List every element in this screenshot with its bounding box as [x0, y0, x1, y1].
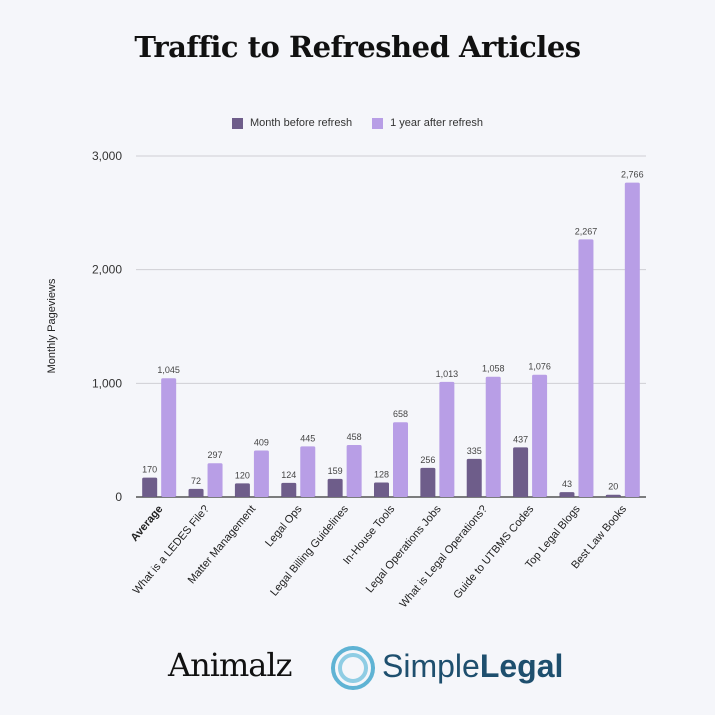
bar-before: [513, 447, 529, 497]
bar-after: [485, 376, 501, 497]
y-tick-label: 0: [115, 490, 122, 504]
chart-plot: 0 1,000 2,000 3,000 Monthly Pageviews 170 1,04…: [46, 149, 646, 610]
bar-before: [605, 494, 621, 497]
bar-before: [559, 492, 575, 497]
chart-title: Traffic to Refreshed Articles: [134, 30, 581, 64]
data-label: 159: [328, 466, 343, 476]
x-tick-label: Average: [129, 503, 166, 544]
data-label: 170: [142, 465, 157, 475]
y-tick-label: 1,000: [92, 376, 122, 390]
data-label: 128: [374, 469, 389, 479]
data-label: 409: [254, 438, 269, 448]
data-label: 256: [420, 455, 435, 465]
animalz-logo: Animalz: [168, 646, 292, 684]
data-label: 458: [347, 432, 362, 442]
bar-after: [253, 450, 269, 497]
data-label: 1,013: [436, 369, 459, 379]
data-label: 124: [281, 470, 296, 480]
legend-label: Month before refresh: [249, 117, 353, 129]
bar-before: [234, 483, 250, 497]
bar-before: [374, 482, 389, 497]
legend-swatch: [372, 117, 384, 129]
legend-swatch: [231, 117, 243, 129]
data-label: 445: [300, 433, 315, 443]
bar-after: [300, 446, 316, 497]
bar-after: [393, 422, 408, 497]
x-tick-label: What is a LEDES File?: [131, 503, 212, 596]
data-label: 43: [562, 479, 572, 489]
data-label: 658: [393, 409, 408, 419]
y-axis-label: Monthly Pageviews: [46, 278, 58, 373]
legend-item-before: Month before refresh: [231, 117, 353, 129]
data-label: 1,076: [528, 362, 551, 372]
data-label: 120: [235, 470, 250, 480]
x-tick-label: What is Legal Operations?: [398, 503, 491, 610]
data-label: 1,058: [482, 364, 505, 374]
data-label: 2,766: [621, 170, 644, 180]
bar-before: [327, 478, 343, 497]
bar-after: [624, 182, 640, 497]
data-label: 297: [208, 450, 223, 460]
data-label: 1,045: [157, 365, 180, 375]
bar-after: [161, 378, 177, 497]
bar-before: [466, 458, 482, 497]
data-label: 2,267: [575, 226, 598, 236]
data-label: 20: [608, 482, 618, 492]
x-tick-label: Legal Ops: [263, 503, 305, 550]
bar-after: [207, 463, 223, 497]
x-tick-label: Legal Billing Guidelines: [268, 503, 351, 599]
data-label: 72: [191, 476, 201, 486]
y-tick-label: 2,000: [92, 263, 122, 277]
y-tick-label: 3,000: [92, 149, 122, 163]
bar-before: [281, 482, 297, 497]
legend-label: 1 year after refresh: [390, 117, 484, 129]
data-label: 335: [467, 446, 482, 456]
bar-after: [532, 374, 548, 497]
bar-after: [578, 239, 594, 497]
logos: Animalz SimpleLegal: [0, 640, 715, 700]
bar-before: [142, 477, 158, 497]
simplelegal-logo: SimpleLegal: [382, 648, 564, 684]
x-tick-label: Guide to UTBMS Codes: [451, 503, 536, 601]
legend-item-after: 1 year after refresh: [372, 117, 483, 129]
bar-before: [420, 467, 436, 497]
legend: Month before refresh 1 year after refres…: [0, 117, 715, 129]
bar-before: [188, 488, 204, 497]
simplelegal-swirl-icon: [331, 646, 375, 690]
bar-after: [346, 444, 362, 497]
bar-after: [439, 381, 455, 497]
data-label: 437: [513, 434, 528, 444]
